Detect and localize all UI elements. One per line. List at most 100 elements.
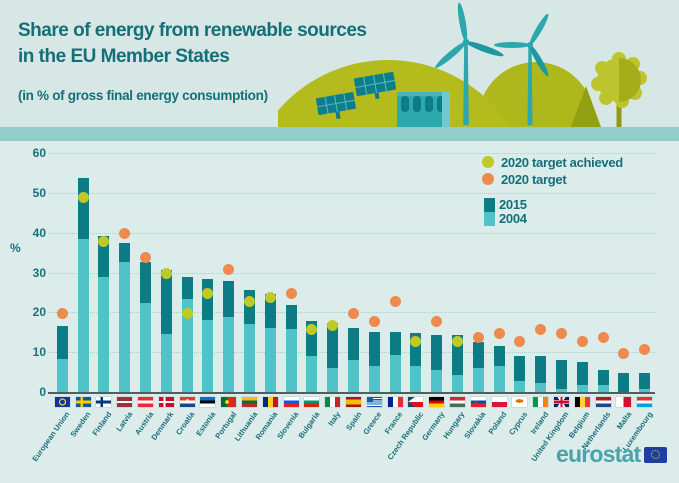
bar-2004-croatia xyxy=(181,299,193,393)
target-dot-spain xyxy=(348,307,359,319)
bar-2004-sweden xyxy=(77,238,89,393)
flag-icon-portugal xyxy=(221,397,237,407)
flag-icon-france xyxy=(387,397,403,407)
legend-item-target: 2020 target xyxy=(482,171,623,187)
page-title: Share of energy from renewable sources i… xyxy=(18,18,367,70)
bar-2004-portugal xyxy=(223,316,235,393)
flag-icon-netherlands xyxy=(595,397,611,407)
target-dot-slovenia xyxy=(285,287,297,299)
swatch-labels: 2015 2004 xyxy=(499,198,527,226)
target-dot-czech-republic xyxy=(410,335,422,347)
bar-2004-slovakia xyxy=(472,367,484,393)
solar-panel-icon xyxy=(353,71,397,100)
y-tick-0: 0 xyxy=(39,385,46,399)
bar-2004-denmark xyxy=(160,333,172,393)
target-dot-slovakia xyxy=(472,331,484,343)
bar-2004-cyprus xyxy=(514,380,526,393)
target-dot-croatia xyxy=(181,307,193,319)
target-achieved-dot-icon xyxy=(482,156,494,168)
bar-2004-slovenia xyxy=(285,328,297,393)
flag-icon-poland xyxy=(491,397,507,407)
target-dot-belgium xyxy=(576,335,588,347)
target-dot-portugal xyxy=(223,264,235,276)
target-dot-poland xyxy=(493,327,505,339)
legend-label: 2020 target achieved xyxy=(501,154,623,170)
y-tick-40: 40 xyxy=(32,225,46,240)
target-dot-bulgaria xyxy=(306,323,318,335)
eu-flag-icon xyxy=(644,446,668,463)
renewable-energy-illustration xyxy=(278,2,647,127)
y-tick-50: 50 xyxy=(32,185,46,200)
plot: European Union Sweden Finland Latvia Austria… xyxy=(31,141,655,483)
x-label-greece: Greece xyxy=(361,410,384,437)
target-dot-european-union xyxy=(56,307,68,319)
tree-icon xyxy=(591,52,647,127)
y-axis-unit: % xyxy=(10,241,21,255)
flag-icon-germany xyxy=(429,397,445,407)
bar-2015-slovakia xyxy=(472,341,484,393)
target-dot-united-kingdom xyxy=(555,327,567,339)
target-dot-icon xyxy=(482,173,494,185)
bar-2004-finland xyxy=(98,276,110,393)
flag-icon-slovenia xyxy=(283,397,299,407)
x-label-finland: Finland xyxy=(90,410,114,438)
bar-2015-united-kingdom xyxy=(555,360,567,393)
x-label-sweden: Sweden xyxy=(68,410,93,439)
flag-icon-european-union xyxy=(54,397,70,407)
flag-icon-latvia xyxy=(117,397,133,407)
header: Share of energy from renewable sources i… xyxy=(0,0,679,127)
target-dot-malta xyxy=(618,347,630,359)
bar-2004-spain xyxy=(348,359,359,393)
bar-2015-luxembourg xyxy=(639,373,651,393)
target-dot-romania xyxy=(264,291,276,303)
target-dot-lithuania xyxy=(244,295,256,307)
flag-icon-sweden xyxy=(75,397,91,407)
x-label-spain: Spain xyxy=(343,410,363,433)
flag-icon-romania xyxy=(262,397,278,407)
bar-2004-lithuania xyxy=(244,324,256,393)
page-subtitle: (in % of gross final energy consumption) xyxy=(18,88,268,103)
legend: 2020 target achieved 2020 target 2015 20… xyxy=(482,154,623,226)
fir-tree-icon xyxy=(571,86,601,127)
target-dot-ireland xyxy=(535,323,547,335)
solar-panel-icon xyxy=(315,91,356,120)
bar-2004-ireland xyxy=(535,383,547,393)
target-dot-estonia xyxy=(202,287,214,299)
flag-icon-croatia xyxy=(179,397,195,407)
wind-turbine-icon xyxy=(435,2,504,125)
bar-2015-netherlands xyxy=(597,369,609,393)
target-dot-netherlands xyxy=(597,331,609,343)
wind-turbine-icon xyxy=(494,13,549,125)
target-dot-hungary xyxy=(451,335,463,347)
bar-2004-united-kingdom xyxy=(555,388,567,393)
target-dot-greece xyxy=(368,315,380,327)
bar-2015-greece xyxy=(368,331,380,393)
bar-2015-italy xyxy=(327,323,339,393)
flag-icon-hungary xyxy=(449,397,465,407)
bar-2004-italy xyxy=(327,367,339,393)
flag-icon-estonia xyxy=(200,397,216,407)
target-dot-italy xyxy=(327,319,339,331)
eurostat-logo: eurostat xyxy=(556,441,668,468)
legend-label-2015: 2015 xyxy=(499,197,527,212)
flag-icon-denmark xyxy=(158,397,174,407)
target-dot-germany xyxy=(431,315,443,327)
y-tick-30: 30 xyxy=(32,265,46,280)
x-label-latvia: Latvia xyxy=(114,410,135,434)
bar-2004-hungary xyxy=(451,375,463,393)
flag-icon-malta xyxy=(616,397,632,407)
flag-icon-austria xyxy=(138,397,154,407)
flag-icon-finland xyxy=(96,397,112,407)
y-tick-20: 20 xyxy=(32,305,46,320)
title-line-2: in the EU Member States xyxy=(18,46,230,67)
legend-label: 2020 target xyxy=(501,171,567,187)
target-dot-denmark xyxy=(160,268,172,279)
x-label-poland: Poland xyxy=(486,410,509,436)
hill-back xyxy=(478,62,594,127)
flag-icon-ireland xyxy=(533,397,549,407)
bar-2015-cyprus xyxy=(514,355,526,393)
flag-icon-greece xyxy=(366,397,382,407)
flag-icon-spain xyxy=(346,397,361,407)
bar-2015-ireland xyxy=(535,356,547,393)
